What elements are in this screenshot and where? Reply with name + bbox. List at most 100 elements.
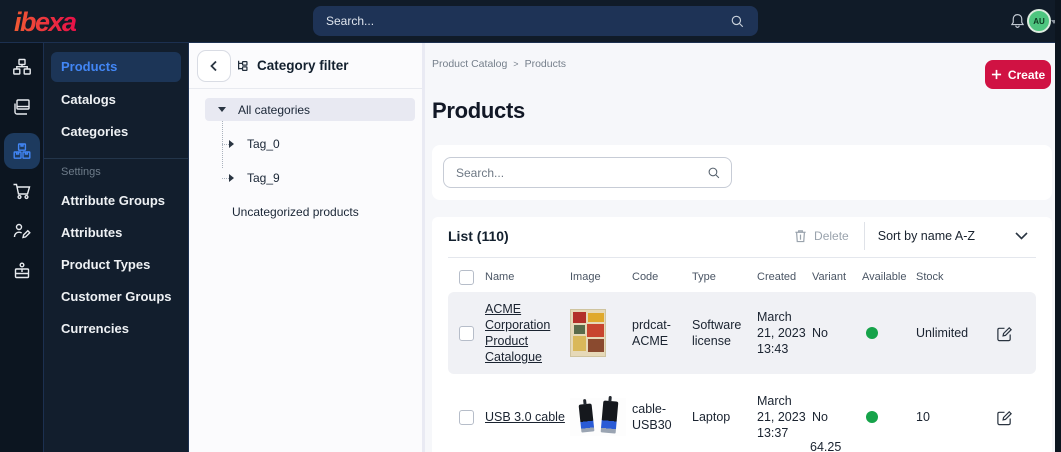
tree-item-tag-9[interactable]: Tag_9 — [229, 166, 422, 189]
caret-right-icon[interactable] — [229, 139, 234, 148]
create-button[interactable]: Create — [985, 60, 1051, 89]
window-edge-strip — [1055, 0, 1061, 452]
global-search[interactable] — [313, 6, 758, 36]
rail-store-badge-icon[interactable] — [4, 251, 40, 291]
nav-rail — [0, 43, 43, 452]
sidebar-item-attribute-groups[interactable]: Attribute Groups — [61, 193, 165, 208]
tree-guide-line — [222, 144, 233, 145]
sidebar-item-attributes[interactable]: Attributes — [61, 225, 123, 240]
rail-personalization-icon[interactable] — [4, 211, 40, 251]
row-checkbox[interactable] — [459, 325, 474, 341]
product-type: Laptop — [692, 410, 731, 424]
select-all-checkbox[interactable] — [459, 269, 474, 285]
category-filter-panel: Category filter All categories Tag_0 Tag… — [189, 43, 425, 452]
product-link[interactable]: ACME Corporation Product Catalogue — [485, 302, 551, 364]
breadcrumb-item-products[interactable]: Products — [524, 58, 566, 70]
chevron-down-icon — [1015, 232, 1028, 240]
main-content: Product Catalog > Products Create Produc… — [425, 43, 1055, 452]
breadcrumb-item-product-catalog[interactable]: Product Catalog — [432, 58, 508, 70]
column-header-stock[interactable]: Stock — [916, 271, 944, 283]
edit-icon — [997, 410, 1012, 425]
available-status-dot — [866, 327, 878, 339]
topbar: ibexa AU — [0, 0, 1061, 43]
product-list-card: List (110) Delete Sort by name A-Z — [432, 217, 1052, 452]
list-header: List (110) Delete Sort by name A-Z — [432, 217, 1052, 255]
sidebar-menu: Products Catalogs Categories Settings At… — [43, 43, 189, 452]
edit-button[interactable] — [996, 409, 1013, 426]
clipped-text-fragment: 64.25 — [810, 440, 842, 452]
product-image — [570, 398, 626, 436]
product-variant: No — [812, 326, 828, 340]
product-image — [570, 309, 606, 357]
notifications-bell-icon[interactable] — [1009, 12, 1026, 30]
sidebar-item-customer-groups[interactable]: Customer Groups — [61, 289, 172, 304]
sidebar-section-settings: Settings — [61, 166, 101, 178]
trash-icon — [795, 230, 806, 243]
chevron-left-icon — [210, 60, 217, 72]
page-title: Products — [432, 98, 525, 123]
rail-commerce-icon[interactable] — [3, 133, 40, 169]
category-filter-header: Category filter — [189, 43, 422, 89]
breadcrumb: Product Catalog > Products — [432, 58, 566, 70]
row-checkbox[interactable] — [459, 409, 474, 425]
table-row: USB 3.0 cable cable-USB30 Laptop March 2… — [448, 378, 1036, 452]
list-search-input[interactable] — [456, 165, 707, 180]
plus-icon — [991, 69, 1001, 80]
column-header-image: Image — [570, 271, 601, 283]
caret-right-icon[interactable] — [229, 173, 234, 182]
user-avatar[interactable]: AU — [1027, 9, 1051, 33]
category-tree: All categories Tag_0 Tag_9 Uncategorized… — [189, 89, 422, 223]
column-header-variant[interactable]: Variant — [812, 271, 847, 283]
product-created: March 21, 2023 13:37 — [757, 394, 806, 440]
ibexa-logo: ibexa — [14, 7, 77, 37]
edit-button[interactable] — [996, 325, 1013, 342]
product-code: cable-USB30 — [632, 402, 672, 432]
sidebar-item-currencies[interactable]: Currencies — [61, 321, 129, 336]
sort-dropdown[interactable]: Sort by name A-Z — [878, 229, 1036, 243]
breadcrumb-separator: > — [513, 59, 519, 69]
tree-item-uncategorized[interactable]: Uncategorized products — [232, 204, 359, 219]
user-menu-caret-icon[interactable] — [1051, 20, 1057, 24]
collapse-panel-button[interactable] — [197, 50, 231, 82]
column-header-created[interactable]: Created — [757, 271, 797, 283]
category-filter-title: Category filter — [257, 58, 349, 73]
product-code: prdcat-ACME — [632, 318, 671, 348]
product-type: Software license — [692, 318, 742, 348]
search-icon — [731, 15, 744, 27]
product-variant: No — [812, 410, 828, 424]
list-search-field[interactable] — [443, 157, 732, 188]
tree-guide-line — [222, 178, 233, 179]
product-link[interactable]: USB 3.0 cable — [485, 410, 565, 424]
filter-search-card — [432, 145, 1052, 200]
sidebar-item-product-types[interactable]: Product Types — [61, 257, 151, 272]
tree-item-tag-0[interactable]: Tag_0 — [229, 132, 422, 155]
search-icon — [708, 167, 720, 178]
available-status-dot — [866, 411, 878, 423]
rail-sitemap-icon[interactable] — [4, 47, 40, 87]
delete-button[interactable]: Delete — [794, 229, 849, 243]
sidebar-item-catalogs[interactable]: Catalogs — [61, 92, 116, 107]
tree-item-all-categories[interactable]: All categories — [205, 98, 415, 121]
category-tree-icon — [238, 60, 248, 71]
column-header-available[interactable]: Available — [862, 271, 907, 283]
product-created: March 21, 2023 13:43 — [757, 310, 806, 356]
divider — [863, 222, 865, 250]
sidebar-divider — [44, 158, 188, 159]
global-search-input[interactable] — [326, 14, 730, 28]
column-header-type[interactable]: Type — [692, 271, 716, 283]
edit-icon — [997, 326, 1012, 341]
column-header-code[interactable]: Code — [632, 271, 659, 283]
list-title: List (110) — [448, 228, 509, 244]
sidebar-item-products[interactable]: Products — [51, 52, 181, 82]
rail-cart-icon[interactable] — [4, 171, 40, 211]
column-header-name[interactable]: Name — [485, 271, 515, 283]
table-header-row: Name Image Code Type Created Variant Ava… — [448, 262, 1036, 292]
sidebar-item-categories[interactable]: Categories — [61, 124, 129, 139]
caret-down-icon[interactable] — [218, 107, 226, 112]
divider — [448, 257, 1036, 258]
table-row: ACME Corporation Product Catalogue prdca… — [448, 292, 1036, 374]
product-stock: 10 — [916, 410, 930, 424]
product-stock: Unlimited — [916, 326, 969, 340]
rail-content-pages-icon[interactable] — [4, 87, 40, 127]
